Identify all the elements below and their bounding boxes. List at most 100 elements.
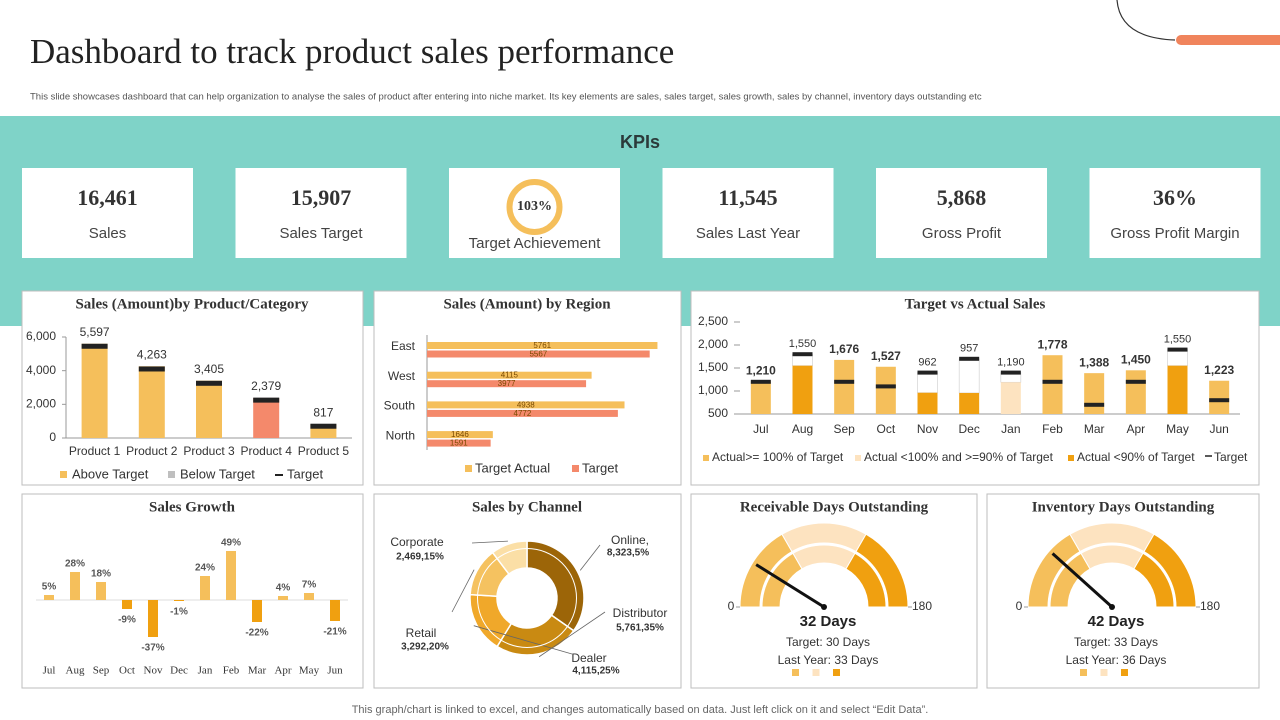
value-label: 7%: [302, 580, 317, 591]
gauge-band-inner: [845, 552, 887, 608]
kpi-card: [22, 168, 193, 258]
gauge-value: 42 Days: [1088, 613, 1145, 630]
x-tick-label: Sep: [833, 422, 855, 436]
leader-line: [451, 569, 475, 613]
kpi-value: 11,545: [718, 185, 777, 210]
gauge-tick-label: 180: [912, 599, 932, 613]
bar: [750, 381, 771, 414]
gauge-needle: [755, 563, 825, 609]
target-mark: [1000, 370, 1021, 375]
gauge-target: Target: 33 Days: [1074, 635, 1158, 649]
y-tick-label: 1,000: [698, 383, 728, 397]
bar: [278, 596, 288, 600]
bar: [427, 380, 587, 388]
value-label: 4,263: [137, 347, 167, 361]
target-mark: [917, 370, 938, 375]
bar: [1000, 382, 1021, 414]
slice-name: Distributor: [613, 606, 668, 620]
page-title: Dashboard to track product sales perform…: [30, 32, 674, 71]
target-mark: [1209, 398, 1230, 403]
value-label: -1%: [170, 607, 188, 618]
kpi-value: 103%: [517, 199, 552, 214]
value-label: 4938: [517, 400, 535, 409]
kpi-card: [235, 168, 407, 258]
gauge-band-inner: [1133, 552, 1175, 608]
value-label: 1,527: [871, 349, 901, 363]
bar: [1167, 365, 1188, 414]
bar: [138, 366, 165, 438]
kpi-card: [662, 168, 834, 258]
bar: [427, 342, 658, 349]
slice-name: Dealer: [571, 651, 606, 665]
legend-swatch: [1080, 669, 1087, 676]
donut-inner-ring: [477, 548, 577, 648]
legend-swatch: [572, 465, 579, 472]
gauge-tick-label: 180: [1200, 599, 1220, 613]
x-tick-label: Product 2: [126, 444, 178, 458]
value-label: 1,778: [1037, 337, 1067, 351]
value-label: 1,223: [1204, 363, 1234, 377]
target-mark: [1125, 379, 1146, 384]
legend-swatch: [1068, 455, 1074, 461]
value-label: 1,388: [1079, 355, 1109, 369]
slice-name: Corporate: [390, 535, 444, 549]
legend-swatch: [1121, 669, 1128, 676]
value-label: -9%: [118, 615, 136, 626]
bar: [427, 350, 650, 358]
decor-pill: [1176, 35, 1280, 45]
kpi-label: Sales Target: [279, 225, 363, 242]
target-mark: [750, 379, 771, 384]
x-tick-label: Jan: [198, 665, 213, 677]
legend-label: Target: [1214, 450, 1248, 464]
chart-title: Inventory Days Outstanding: [1032, 499, 1215, 515]
x-tick-label: Nov: [917, 422, 938, 436]
legend-swatch: [812, 669, 820, 676]
donut-slice: [526, 540, 585, 632]
kpi-title: KPIs: [620, 132, 660, 152]
gauge-band: [855, 533, 909, 608]
bar: [226, 551, 236, 600]
bar: [427, 409, 618, 417]
target-gap: [1167, 349, 1188, 367]
legend-swatch: [855, 455, 861, 461]
target-mark: [1084, 402, 1105, 407]
kpi-value: 5,868: [937, 185, 987, 210]
kpi-label: Target Achievement: [469, 235, 602, 252]
x-tick-label: Dec: [170, 665, 188, 677]
slice-label: 2,469,15%: [396, 552, 444, 563]
page-subtitle: This slide showcases dashboard that can …: [30, 92, 982, 103]
target-mark: [834, 379, 855, 384]
x-tick-label: Mar: [248, 665, 267, 677]
target-mark: [1042, 379, 1063, 384]
chart-title: Receivable Days Outstanding: [740, 499, 929, 515]
bar: [122, 600, 132, 609]
bar: [330, 600, 340, 621]
chart-title: Target vs Actual Sales: [905, 296, 1046, 312]
x-tick-label: Feb: [1042, 422, 1063, 436]
kpi-label: Gross Profit Margin: [1110, 225, 1239, 242]
value-label: 18%: [91, 569, 111, 580]
value-label: 28%: [65, 559, 85, 570]
value-label: 3,405: [194, 362, 224, 376]
gauge-needle: [1051, 552, 1114, 609]
kpi-value: 36%: [1153, 185, 1197, 210]
value-label: 5567: [529, 349, 547, 358]
legend-swatch: [833, 669, 840, 676]
bar: [174, 600, 184, 601]
y-tick-label: 2,000: [26, 397, 56, 411]
y-tick-label: 0: [49, 430, 56, 444]
slice-name: Retail: [406, 626, 437, 640]
decor-arc: [1116, 0, 1176, 41]
panel: [373, 290, 682, 486]
kpi-card: [1089, 168, 1261, 258]
bar: [1084, 373, 1105, 414]
chart-title: Sales (Amount)by Product/Category: [75, 296, 309, 312]
target-gap: [958, 358, 980, 394]
value-label: 1,190: [997, 357, 1025, 369]
x-tick-label: Feb: [223, 665, 240, 677]
bar: [917, 392, 938, 414]
gauge-target: Target: 30 Days: [786, 635, 870, 649]
legend-label: Actual <100% and >=90% of Target: [864, 450, 1054, 464]
x-tick-label: Sep: [93, 665, 110, 677]
bar: [1042, 355, 1063, 414]
